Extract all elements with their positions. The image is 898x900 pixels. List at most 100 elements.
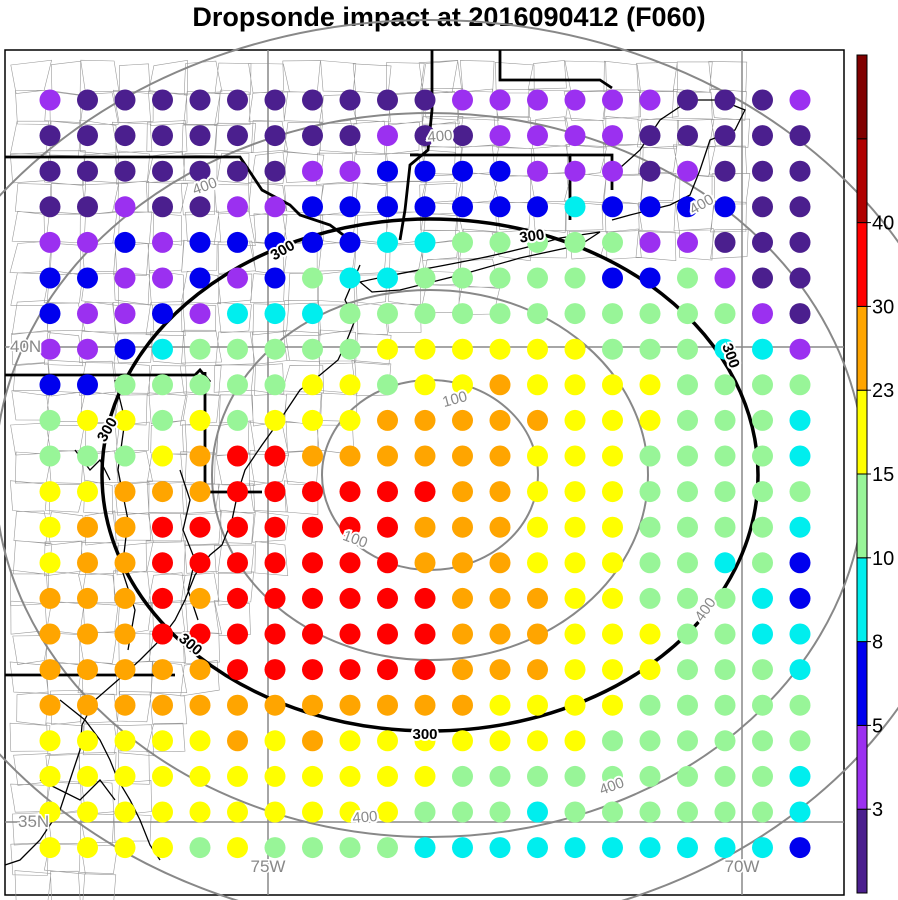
impact-dot	[114, 160, 136, 182]
colorbar-box	[856, 808, 868, 894]
impact-dot	[752, 196, 773, 218]
impact-dot	[639, 409, 661, 431]
impact-dot	[339, 623, 361, 645]
impact-dot	[189, 89, 211, 111]
impact-dot	[377, 801, 398, 823]
impact-dot	[377, 765, 398, 787]
impact-dot	[677, 837, 698, 859]
impact-dot	[39, 374, 61, 396]
impact-dot	[602, 338, 623, 360]
impact-dot	[452, 445, 473, 467]
colorbar-label: 3	[872, 799, 883, 821]
impact-dot	[639, 765, 661, 787]
impact-dot	[39, 409, 61, 431]
impact-dot	[339, 374, 361, 396]
impact-dot	[227, 694, 248, 716]
impact-dot	[564, 338, 586, 360]
impact-dot	[714, 160, 736, 182]
lat-label: 35N	[18, 812, 49, 831]
impact-dot	[114, 445, 136, 467]
impact-dot	[752, 231, 773, 253]
impact-dot	[39, 516, 61, 538]
impact-dot	[114, 338, 136, 360]
impact-dot	[489, 89, 511, 111]
impact-dot	[639, 659, 661, 681]
impact-dot	[302, 231, 323, 253]
impact-dot	[77, 659, 98, 681]
impact-dot	[77, 730, 98, 752]
impact-dot	[377, 160, 398, 182]
impact-dot	[452, 267, 473, 289]
impact-dot	[377, 659, 398, 681]
impact-dot	[414, 303, 436, 325]
impact-dot	[452, 231, 473, 253]
impact-dot	[527, 231, 548, 253]
impact-dot	[789, 231, 811, 253]
impact-dot	[527, 89, 548, 111]
impact-dot	[189, 694, 211, 716]
impact-dot	[339, 196, 361, 218]
impact-dot	[677, 125, 698, 147]
impact-dot	[714, 730, 736, 752]
impact-dot	[77, 303, 98, 325]
impact-dot	[302, 303, 323, 325]
impact-dot	[602, 125, 623, 147]
impact-dot	[302, 267, 323, 289]
impact-dot	[752, 125, 773, 147]
impact-dot	[714, 445, 736, 467]
impact-dot	[527, 267, 548, 289]
impact-dot	[152, 694, 173, 716]
impact-dot	[489, 765, 511, 787]
impact-dot	[152, 837, 173, 859]
colorbar-box	[856, 305, 868, 391]
impact-dot	[752, 160, 773, 182]
impact-dot	[714, 623, 736, 645]
impact-dot	[377, 445, 398, 467]
impact-dot	[39, 231, 61, 253]
impact-dot	[302, 374, 323, 396]
coastline-segment-8	[39, 779, 116, 801]
impact-dot	[714, 516, 736, 538]
impact-dot	[414, 623, 436, 645]
impact-dot	[602, 160, 623, 182]
impact-dot	[489, 837, 511, 859]
colorbar-box	[856, 473, 868, 559]
impact-dot	[677, 481, 698, 503]
impact-dot	[752, 516, 773, 538]
impact-dot	[152, 409, 173, 431]
impact-dot	[152, 267, 173, 289]
impact-dot	[639, 730, 661, 752]
impact-dot	[527, 445, 548, 467]
impact-dot	[339, 801, 361, 823]
colorbar-label: 8	[872, 632, 883, 654]
impact-dot	[77, 196, 98, 218]
impact-dot	[114, 303, 136, 325]
impact-dot	[789, 160, 811, 182]
impact-dot	[714, 231, 736, 253]
coastline-segment-5	[179, 469, 199, 621]
impact-dot	[677, 267, 698, 289]
impact-dot	[789, 694, 811, 716]
impact-dot	[39, 730, 61, 752]
colorbar-box	[856, 641, 868, 726]
impact-dot	[677, 765, 698, 787]
impact-dot	[414, 587, 436, 609]
impact-dot	[639, 552, 661, 574]
impact-dot	[377, 694, 398, 716]
impact-dot	[264, 338, 286, 360]
impact-dot	[452, 730, 473, 752]
impact-dot	[714, 125, 736, 147]
impact-dot	[564, 374, 586, 396]
impact-dot	[264, 267, 286, 289]
impact-dot	[114, 730, 136, 752]
impact-dot	[39, 801, 61, 823]
impact-dot	[377, 623, 398, 645]
impact-dot	[39, 659, 61, 681]
impact-dot	[152, 587, 173, 609]
impact-dot	[377, 303, 398, 325]
impact-dot	[564, 231, 586, 253]
impact-dot	[152, 160, 173, 182]
colorbar-label: 15	[872, 464, 894, 486]
impact-dot	[189, 623, 211, 645]
impact-dot	[39, 552, 61, 574]
